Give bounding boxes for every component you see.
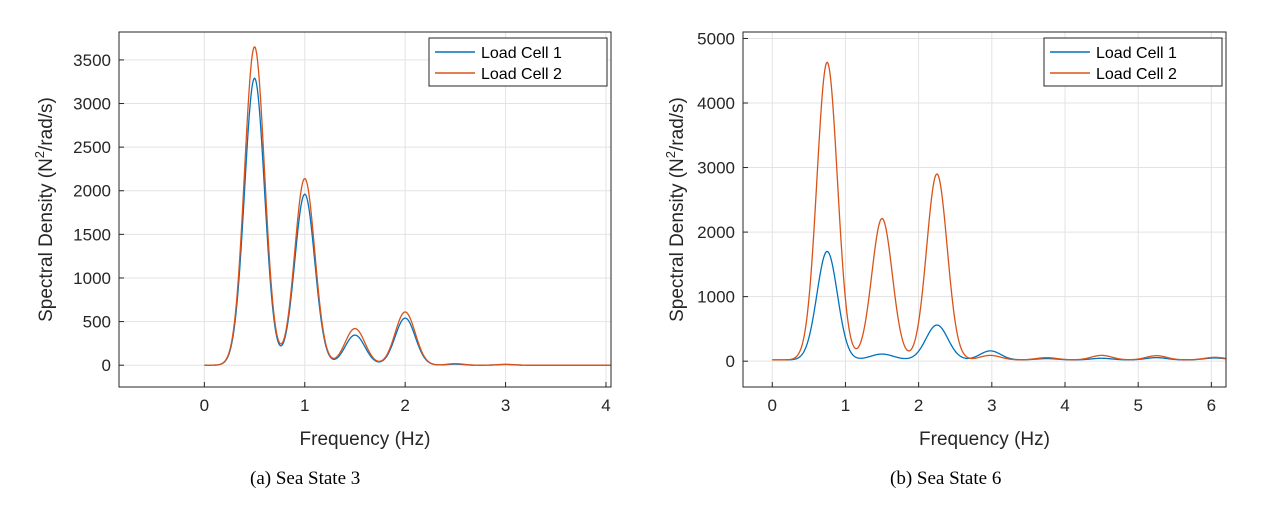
y-tick-label: 4000 <box>697 94 735 113</box>
legend-box <box>1043 37 1223 87</box>
y-axis-label: Spectral Density (N2/rad/s) <box>663 97 688 322</box>
plot-area <box>119 32 611 387</box>
x-tick-label: 3 <box>501 396 510 415</box>
caption-b: (b) Sea State 6 <box>890 468 1002 489</box>
x-tick-label: 0 <box>768 396 777 415</box>
y-tick-label: 3000 <box>697 159 735 178</box>
x-tick-label: 4 <box>1060 396 1069 415</box>
y-tick-label: 3000 <box>73 95 111 114</box>
legend-label-1: Load Cell 1 <box>1096 45 1177 62</box>
x-tick-label: 1 <box>300 396 309 415</box>
y-axis-label: Spectral Density (N2/rad/s) <box>32 97 57 322</box>
y-tick-label: 2500 <box>73 138 111 157</box>
x-axis-label: Frequency (Hz) <box>919 429 1050 450</box>
series-line-1 <box>772 250 1227 361</box>
x-axis-label: Frequency (Hz) <box>300 429 431 450</box>
y-axis-label-superscript: 2 <box>32 151 47 158</box>
y-tick-label: 0 <box>102 356 111 375</box>
y-axis-label-superscript: 2 <box>663 151 678 158</box>
caption-a: (a) Sea State 3 <box>250 468 361 489</box>
x-tick-label: 3 <box>987 396 996 415</box>
axes-frame <box>118 31 612 388</box>
y-tick-label: 3500 <box>73 51 111 70</box>
y-axis-label-main: Spectral Density (N <box>36 158 57 322</box>
y-axis-label-unit: /rad/s) <box>667 97 688 151</box>
y-tick-label: 1000 <box>73 269 111 288</box>
x-tick-label: 4 <box>601 396 610 415</box>
axes-frame <box>742 31 1227 388</box>
y-tick-label: 2000 <box>697 223 735 242</box>
y-tick-label: 1000 <box>697 288 735 307</box>
x-tick-label: 6 <box>1207 396 1216 415</box>
y-tick-label: 1500 <box>73 225 111 244</box>
y-axis-label-unit: /rad/s) <box>36 97 57 151</box>
plot-area <box>743 32 1226 387</box>
legend-label-1: Load Cell 1 <box>481 45 562 62</box>
series-line-2 <box>772 61 1227 361</box>
y-tick-label: 2000 <box>73 182 111 201</box>
x-tick-label: 2 <box>914 396 923 415</box>
chart-a: 0 1 2 3 4 0 500 1000 1500 2000 2500 3000 3500 Frequen… <box>32 31 612 450</box>
y-tick-label: 0 <box>726 352 735 371</box>
legend-box <box>428 37 608 87</box>
x-tick-label: 1 <box>841 396 850 415</box>
legend-label-2: Load Cell 2 <box>1096 66 1177 83</box>
legend-label-2: Load Cell 2 <box>481 66 562 83</box>
x-tick-label: 5 <box>1133 396 1142 415</box>
x-tick-label: 2 <box>400 396 409 415</box>
y-axis-label-main: Spectral Density (N <box>667 158 688 322</box>
x-tick-label: 0 <box>200 396 209 415</box>
series-line-2 <box>204 46 611 366</box>
chart-b: 0 1 2 3 4 5 6 0 1000 2000 3000 4000 5000 Frequency (H… <box>663 29 1227 450</box>
y-tick-label: 500 <box>83 313 111 332</box>
y-tick-label: 5000 <box>697 29 735 48</box>
